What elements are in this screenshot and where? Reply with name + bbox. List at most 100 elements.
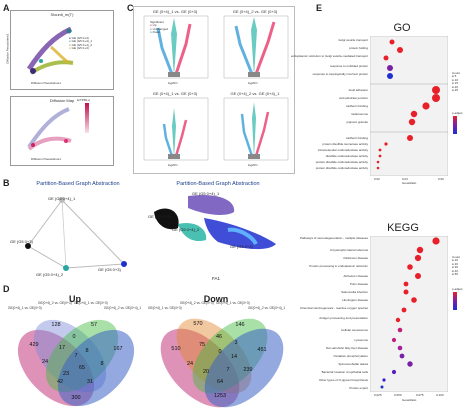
fa-label-2: GE (G5 0+3) <box>148 214 171 219</box>
go-xtick-3: 0.06 <box>438 177 444 181</box>
venn-up-n12: 42 <box>56 379 64 385</box>
go-term-1: Golgi vesicle transport <box>338 38 368 42</box>
panel-a-top-scatter <box>26 26 74 75</box>
venn-down-n11: 20 <box>202 369 210 375</box>
venn-down-set-1: GE(0+4)_1 vs. GE(0+3) <box>148 306 182 310</box>
venn-down <box>160 318 284 408</box>
volcano-plot-3: GE (0+4)_1 vs. GE (0+3) log2FC <box>138 91 212 171</box>
paga-node-4: GE (G5 0+3) <box>98 267 121 272</box>
go-term-14: disulfide oxidoreductase activity <box>325 154 368 158</box>
go-plot-area <box>370 36 448 176</box>
kegg-term-14: Oxidative phosphorylation <box>333 354 368 358</box>
venn-up-n11: 23 <box>62 371 70 377</box>
kegg-plot-area <box>370 236 448 392</box>
venn-up-set-1: GE(0+4)_1 vs. GE(0+3) <box>8 306 42 310</box>
kegg-xtick-1: 0.025 <box>374 393 382 397</box>
panel-a-bottom-plot: Diffusion Map kcTPM(+) Diffusion Pseudot… <box>10 96 114 166</box>
venn-up <box>17 319 135 407</box>
go-dotplot: Golgi vesicle transport protein folding … <box>291 36 468 186</box>
venn-up-title: Up <box>69 294 81 304</box>
venn-down-n6: 46 <box>215 334 223 340</box>
venn-down-set-2: GE(0+4)_2 vs. GE(0+3) <box>180 301 214 305</box>
venn-down-n10: 24 <box>186 361 194 367</box>
kegg-legend-padj: p.adjust <box>452 287 463 291</box>
panel-b-label: B <box>3 178 10 188</box>
panel-c-volcano-grid: GE (0+4)_1 vs. GE (0+3) log2FC GE (0+4)_… <box>133 6 295 174</box>
kegg-term-9: Chemical carcinogenesis - reactive oxyge… <box>299 306 368 310</box>
volcano-xlabel-2: log2FC <box>248 81 258 85</box>
venn-up-n2: 57 <box>90 322 98 328</box>
kegg-term-3: Parkinson disease <box>343 256 368 260</box>
venn-up-n14: 300 <box>71 395 81 401</box>
kegg-xlabel: GeneRatio <box>402 398 417 402</box>
kegg-term-10: Antigen processing and presentation <box>319 316 368 320</box>
venn-down-n5: 75 <box>198 342 206 348</box>
volcano-title-2: GE (0+4)_2 vs. GE (0+3) <box>232 9 278 14</box>
panel-a-top-xlabel: Diffusion Pseudotime1 <box>31 81 61 85</box>
kegg-term-11: Cellular senescence <box>340 328 368 332</box>
go-term-6: focal adhesion <box>348 88 368 92</box>
fa-label-4: GE (G5 0+3) <box>230 244 253 249</box>
kegg-term-2: Amyotrophic lateral sclerosis <box>329 248 368 252</box>
venn-down-n3: 510 <box>171 346 181 352</box>
venn-up-n3: 429 <box>29 342 39 348</box>
go-term-3: endoplasmic reticulum to Golgi vesicle-m… <box>290 54 368 58</box>
venn-up-n10: 8 <box>100 361 104 367</box>
panel-a-top-legend: ● GE (G5 0+3) ● GE (G5 0+4)_1 ● GE (G5 0… <box>69 36 93 51</box>
kegg-padj-colorbar <box>453 292 457 310</box>
panel-d-label: D <box>3 284 10 294</box>
venn-down-n9: 14 <box>230 354 238 360</box>
panel-b-left-title: Partition-Based Graph Abstraction <box>36 181 120 187</box>
kegg-xtick-3: 0.075 <box>416 393 424 397</box>
panel-a-bottom-xlabel: Diffusion Pseudotime1 <box>31 157 61 161</box>
panel-a-bottom-title: Diffusion Map <box>49 98 75 103</box>
panel-b-fa-scatter <box>154 194 276 250</box>
panel-a-top-plot: Slounit_m(T) ● GE (G5 0+3) ● GE (G5 0+4)… <box>5 10 114 90</box>
venn-down-set-3: GE(0+4)_1 vs. GE(0+3) <box>216 301 250 305</box>
venn-down-n4: 451 <box>257 347 267 353</box>
venn-up-n5: 17 <box>58 345 66 351</box>
venn-up-n6: 8 <box>85 348 89 354</box>
go-term-16: protein disulfide oxidoreductase activit… <box>315 166 368 170</box>
panel-a-bottom-scatter <box>27 103 89 151</box>
kegg-term-1: Pathways of neurodegeneration - multiple… <box>299 236 368 240</box>
kegg-term-12: Lysosome <box>354 338 368 342</box>
go-term-2: protein folding <box>349 46 368 50</box>
go-term-9: melanosome <box>350 112 368 116</box>
go-legend-count: Count ● 5 ● 10 ● 15 ● 20 ● 25 <box>452 71 461 93</box>
paga-node-1: GE (G5 0+4)_1 <box>48 196 76 201</box>
venn-down-n13: 239 <box>243 367 253 373</box>
venn-down-n7: 0 <box>218 349 222 355</box>
volcano-plot-1: GE (0+4)_1 vs. GE (0+3) log2FC <box>138 9 212 87</box>
venn-up-n9: 7 <box>74 353 78 359</box>
go-term-15: protein disulfide oxidoreductase activit… <box>315 160 368 164</box>
panel-b-right-xlabel: FA1 <box>212 276 221 281</box>
kegg-term-18: Protein export <box>349 386 368 390</box>
volcano-plot-2: GE (0+4)_2 vs. GE (0+3) log2FC <box>218 9 292 87</box>
volcano-svg-1 <box>143 15 209 79</box>
panel-a-top-ylabel: Diffusion Pseudotime2 <box>5 33 10 64</box>
venn-down-n15: 64 <box>216 379 224 385</box>
kegg-legend-count: Count ● 10 ● 20 ● 30 ● 40 ● 50 <box>452 255 461 277</box>
venn-down-n1: 570 <box>193 321 203 327</box>
go-term-11: cadherin binding <box>345 136 368 140</box>
venn-down-n2: 146 <box>235 322 245 328</box>
panel-b-right-title: Partition-Based Graph Abstraction <box>176 181 260 187</box>
fa-label-1: GE (G5 0+4)_1 <box>192 191 220 196</box>
kegg-term-6: Prion disease <box>349 282 368 286</box>
go-xtick-2: 0.04 <box>402 177 408 181</box>
kegg-term-5: Alzheimer disease <box>343 274 368 278</box>
go-term-8: cadherin binding <box>345 104 368 108</box>
volcano-svg-4 <box>223 97 289 161</box>
panel-a-label: A <box>3 3 10 13</box>
volcano-xlabel-4: log2FC <box>248 163 258 167</box>
kegg-term-8: Huntington disease <box>342 298 368 302</box>
fa-label-3: GE (G5 0+4)_2 <box>172 227 200 232</box>
volcano-svg-2 <box>223 15 289 79</box>
volcano-legend: Significant ● Up ● Unchanged ● Down <box>150 20 169 35</box>
venn-up-n7: 0 <box>72 334 76 340</box>
volcano-title-1: GE (0+4)_1 vs. GE (0+3) <box>152 9 198 14</box>
go-term-4: response to unfolded protein <box>329 64 368 68</box>
kegg-term-4: Protein processing in endoplasmic reticu… <box>309 264 368 268</box>
go-xlabel: GeneRatio <box>402 181 417 185</box>
